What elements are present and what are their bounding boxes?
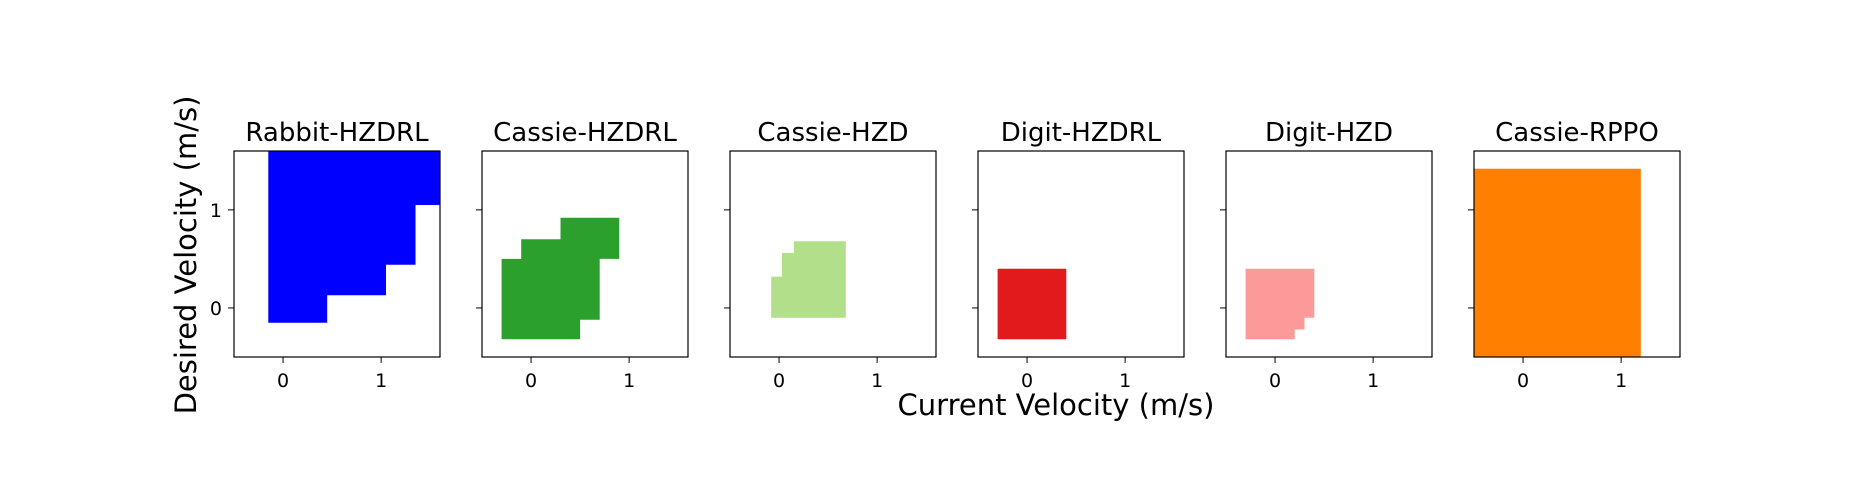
x-tick-label: 1 xyxy=(375,370,387,392)
axes-frame xyxy=(1473,150,1681,358)
y-tick-label: 0 xyxy=(210,298,222,320)
velocity-region xyxy=(997,268,1067,340)
x-tick-label: 1 xyxy=(623,370,635,392)
y-tick-label: 1 xyxy=(210,200,222,222)
x-tick-label: 0 xyxy=(525,370,537,392)
x-tick-label: 0 xyxy=(773,370,785,392)
panel-title: Digit-HZDRL xyxy=(1001,118,1162,148)
x-tick-label: 0 xyxy=(1021,370,1033,392)
panel-title: Digit-HZD xyxy=(1265,118,1393,148)
panel-6: 0 1 Cassie-RPPO xyxy=(1468,118,1681,392)
panels-group: 0 1 0 1 Rabbit-HZDRL 0 1 Cassie-HZDRL 0 1 Cassie-H… xyxy=(210,118,1681,392)
axes-frame xyxy=(977,150,1185,358)
panel-1: 0 1 0 1 Rabbit-HZDRL xyxy=(210,118,441,392)
velocity-region xyxy=(1245,268,1315,340)
x-tick-label: 1 xyxy=(1615,370,1627,392)
panel-title: Cassie-HZD xyxy=(757,118,908,148)
x-tick-label: 1 xyxy=(871,370,883,392)
panel-5: 0 1 Digit-HZD xyxy=(1220,118,1433,392)
axes-frame xyxy=(1225,150,1433,358)
axes-frame xyxy=(481,150,689,358)
axes-frame xyxy=(729,150,937,358)
panel-2: 0 1 Cassie-HZDRL xyxy=(476,118,689,392)
velocity-region xyxy=(268,151,440,323)
x-axis-label: Current Velocity (m/s) xyxy=(898,388,1215,422)
velocity-region xyxy=(1474,168,1641,357)
velocity-region xyxy=(771,241,846,318)
panel-4: 0 1 Digit-HZDRL xyxy=(972,118,1185,392)
x-tick-label: 0 xyxy=(1269,370,1281,392)
axes-frame xyxy=(233,150,441,358)
x-tick-label: 0 xyxy=(277,370,289,392)
panel-title: Cassie-RPPO xyxy=(1495,118,1659,148)
panel-3: 0 1 Cassie-HZD xyxy=(724,118,937,392)
panel-title: Cassie-HZDRL xyxy=(493,118,677,148)
x-tick-label: 1 xyxy=(1119,370,1131,392)
x-tick-label: 0 xyxy=(1517,370,1529,392)
velocity-region xyxy=(501,217,620,340)
x-tick-label: 1 xyxy=(1367,370,1379,392)
panel-title: Rabbit-HZDRL xyxy=(245,118,429,148)
y-axis-label: Desired Velocity (m/s) xyxy=(169,96,203,415)
